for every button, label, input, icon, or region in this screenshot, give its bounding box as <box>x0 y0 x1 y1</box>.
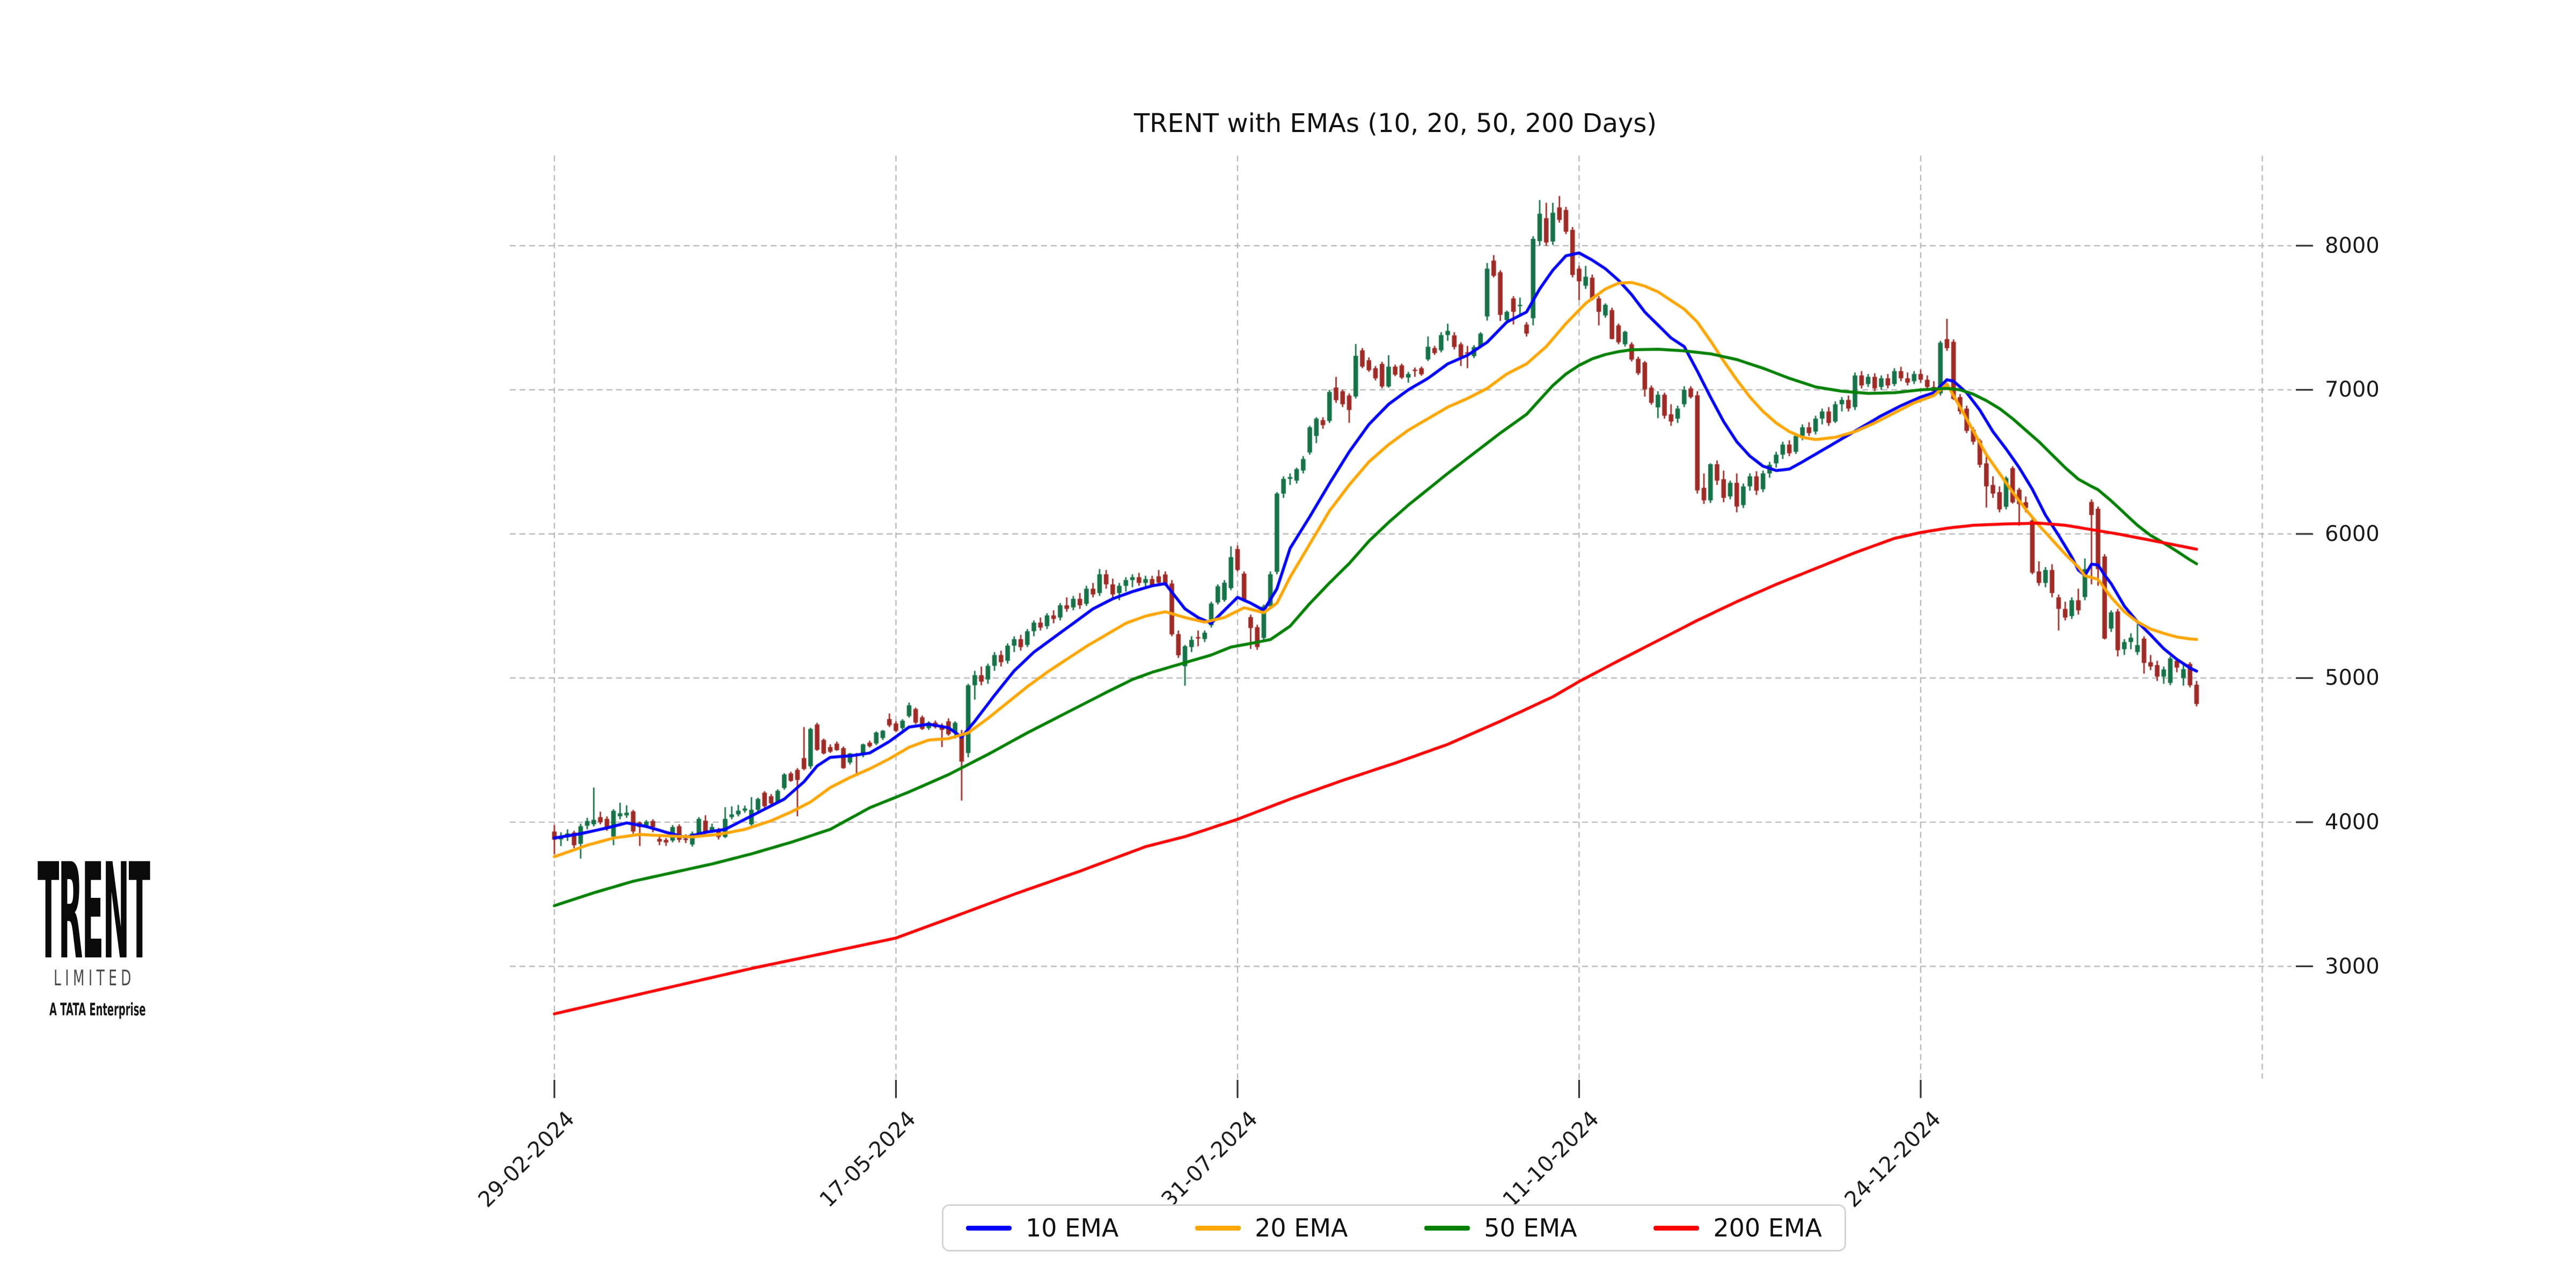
legend-label: 200 EMA <box>1713 1213 1822 1242</box>
legend-item-200ema: 200 EMA <box>1653 1213 1822 1242</box>
y-tick-label: 7000 <box>2325 377 2380 402</box>
y-tick-label: 4000 <box>2325 809 2380 835</box>
legend-line-swatch <box>1424 1225 1470 1231</box>
y-tick-label: 3000 <box>2325 954 2380 979</box>
legend-label: 20 EMA <box>1255 1213 1348 1242</box>
legend-item-10ema: 10 EMA <box>966 1213 1118 1242</box>
y-tick-label: 8000 <box>2325 233 2380 258</box>
legend-line-swatch <box>1653 1225 1700 1231</box>
logo-limited-text: LIMITED <box>54 966 135 991</box>
y-tick-label: 5000 <box>2325 665 2380 691</box>
chart-title: TRENT with EMAs (10, 20, 50, 200 Days) <box>1133 108 1657 138</box>
chart-legend: 10 EMA 20 EMA 50 EMA 200 EMA <box>942 1204 1846 1252</box>
legend-line-swatch <box>1195 1225 1241 1231</box>
y-tick-label: 6000 <box>2325 521 2380 546</box>
legend-label: 10 EMA <box>1026 1213 1119 1242</box>
logo-trent-text: TRENT <box>38 836 150 989</box>
legend-line-swatch <box>966 1225 1012 1231</box>
legend-label: 50 EMA <box>1484 1213 1577 1242</box>
legend-item-50ema: 50 EMA <box>1424 1213 1577 1242</box>
legend-item-20ema: 20 EMA <box>1195 1213 1348 1242</box>
logo-tata-enterprise-text: A TATA Enterprise <box>49 999 146 1020</box>
